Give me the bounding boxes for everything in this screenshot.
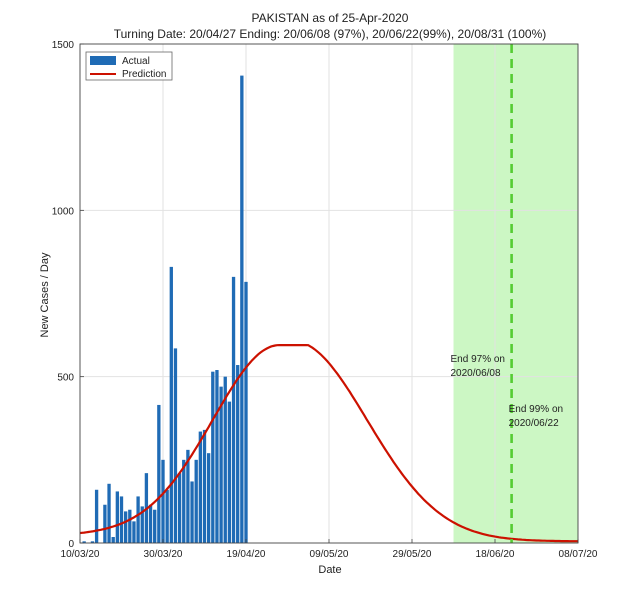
x-tick-label-5: 18/06/20 — [476, 549, 515, 560]
bar-34 — [231, 276, 236, 543]
bar-9 — [128, 509, 132, 543]
x-axis-label: Date — [318, 564, 341, 576]
bar-3 — [103, 504, 107, 543]
bar-0 — [82, 541, 86, 543]
bar-33 — [227, 401, 232, 543]
bar-5 — [111, 537, 115, 543]
legend-prediction-label: Prediction — [122, 69, 166, 80]
bar-8 — [123, 511, 128, 543]
bar-24 — [190, 481, 194, 543]
y-tick-label-2: 1000 — [52, 206, 75, 217]
y-tick-label-0: 0 — [68, 539, 74, 550]
bar-28 — [206, 453, 211, 543]
bar-16 — [157, 404, 161, 543]
y-axis-label: New Cases / Day — [39, 252, 51, 337]
bar-7 — [119, 496, 124, 543]
annotation-1-line1: End 99% on — [509, 404, 563, 415]
bar-17 — [161, 459, 165, 543]
annotation-1-line2: 2020/06/22 — [509, 418, 559, 429]
bar-20 — [173, 348, 178, 543]
bar-26 — [198, 431, 203, 543]
shaded-region — [453, 44, 578, 543]
y-tick-label-1: 500 — [57, 373, 74, 384]
x-tick-label-2: 19/04/20 — [227, 549, 266, 560]
bar-12 — [140, 506, 144, 543]
y-tick-label-3: 1500 — [52, 40, 75, 51]
bar-18 — [165, 489, 169, 543]
legend-actual-swatch — [90, 56, 116, 65]
bar-30 — [215, 370, 219, 543]
legend: Actual Prediction — [85, 51, 173, 81]
x-tick-label-4: 29/05/20 — [393, 549, 432, 560]
bar-21 — [177, 473, 182, 543]
chart-title: PAKISTAN as of 25-Apr-2020 — [252, 11, 409, 25]
bar-1 — [90, 541, 95, 543]
bar-31 — [219, 386, 223, 543]
bar-2 — [94, 489, 99, 543]
prediction-line — [79, 344, 578, 543]
bar-6 — [115, 491, 120, 543]
bar-35 — [236, 365, 240, 543]
x-tick-label-3: 09/05/20 — [310, 549, 349, 560]
bar-23 — [186, 449, 190, 543]
bar-11 — [136, 496, 140, 543]
bar-19 — [169, 266, 173, 543]
annotation-0-line1: End 97% on — [451, 354, 506, 365]
bar-15 — [153, 509, 157, 543]
bar-29 — [211, 371, 215, 543]
x-tick-label-0: 10/03/20 — [61, 549, 100, 560]
bar-4 — [107, 483, 111, 543]
bar-14 — [148, 504, 153, 543]
bar-27 — [202, 429, 207, 543]
x-tick-label-1: 30/03/20 — [144, 549, 183, 560]
bar-10 — [132, 521, 136, 543]
legend-actual-label: Actual — [122, 56, 150, 67]
chart-subtitle: Turning Date: 20/04/27 Ending: 20/06/08 … — [114, 27, 547, 41]
bar-32 — [223, 376, 227, 543]
bar-25 — [194, 459, 198, 543]
annotation-0-line2: 2020/06/08 — [451, 368, 501, 379]
bar-22 — [182, 459, 186, 543]
bar-36 — [240, 75, 244, 543]
bar-37 — [244, 281, 248, 543]
x-tick-label-6: 08/07/20 — [559, 549, 598, 560]
